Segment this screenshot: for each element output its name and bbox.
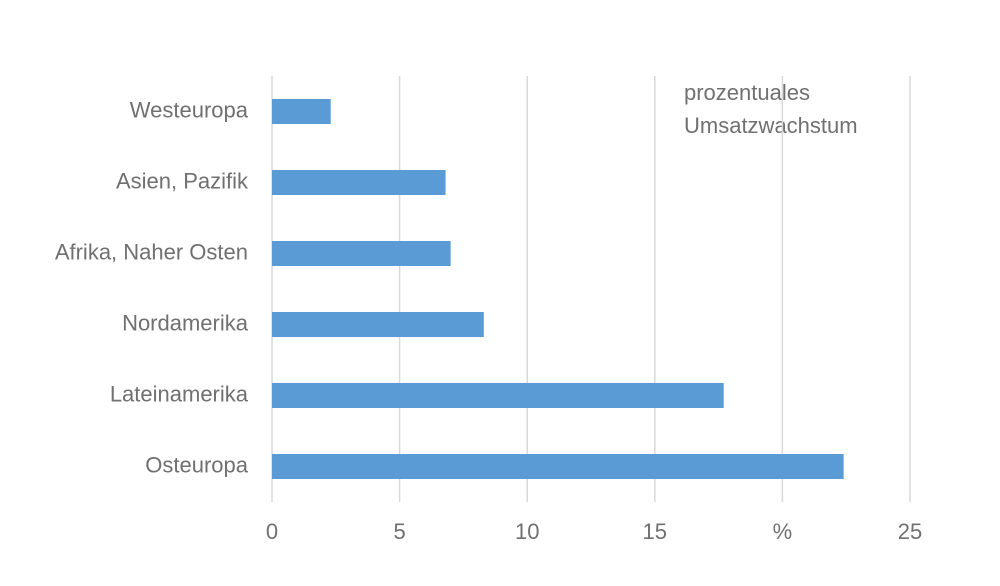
bar: [272, 312, 484, 337]
bar: [272, 454, 844, 479]
y-tick-label: Nordamerika: [122, 310, 249, 335]
x-tick-label: 10: [515, 519, 539, 544]
bar: [272, 241, 451, 266]
x-tick-label: 15: [643, 519, 667, 544]
bar: [272, 383, 724, 408]
x-tick-label: 5: [393, 519, 405, 544]
y-tick-label: Asien, Pazifik: [116, 168, 249, 193]
x-tick-label: 25: [898, 519, 922, 544]
annotation: Umsatzwachstum: [684, 113, 858, 138]
annotation: prozentuales: [684, 80, 810, 105]
bar: [272, 170, 446, 195]
y-tick-label: Osteuropa: [145, 452, 248, 477]
y-tick-label: Afrika, Naher Osten: [55, 239, 248, 264]
x-tick-label: %: [773, 519, 793, 544]
y-tick-label: Westeuropa: [130, 97, 249, 122]
y-tick-label: Lateinamerika: [110, 381, 249, 406]
bar: [272, 99, 331, 124]
x-tick-label: 0: [266, 519, 278, 544]
